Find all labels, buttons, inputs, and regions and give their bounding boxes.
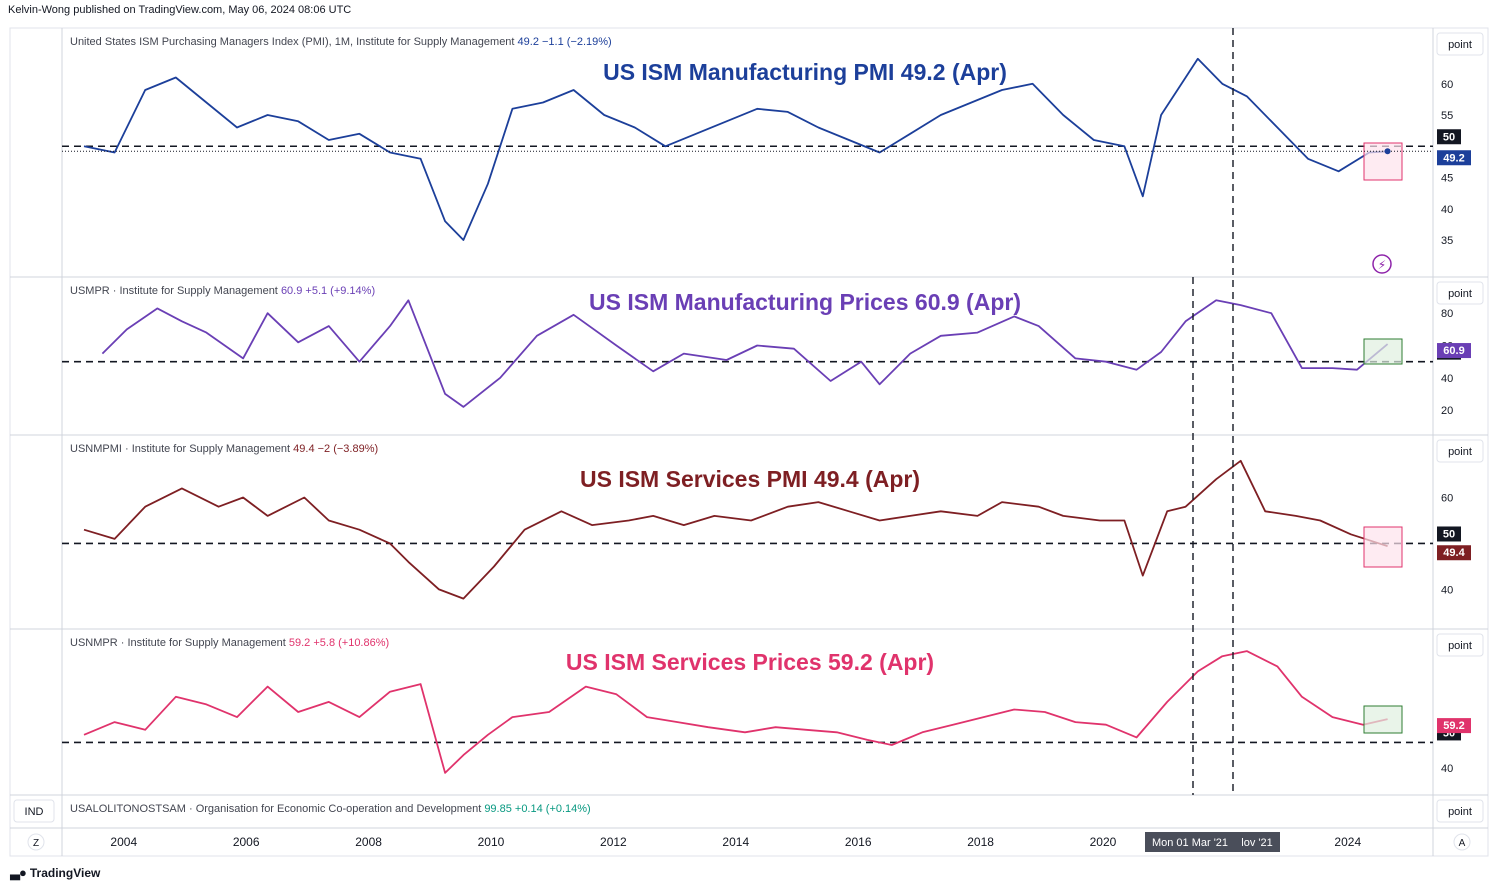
x-tick-label: 2020 [1090, 835, 1117, 849]
cursor-date-label: Mon 01 Mar '21 [1152, 837, 1228, 849]
y-tick-label: 40 [1441, 584, 1453, 596]
last-value-badge [1437, 343, 1471, 359]
series-line[interactable] [83, 57, 1388, 241]
series-line[interactable] [83, 459, 1388, 600]
unit-button[interactable] [1436, 281, 1484, 305]
last-value-label: 59.2 [1443, 720, 1464, 732]
x-tick-label: 2008 [355, 835, 382, 849]
y-tick-label: 55 [1441, 110, 1453, 122]
x-tick-label: 2010 [478, 835, 505, 849]
publisher-line: Kelvin-Wong published on TradingView.com… [8, 4, 352, 16]
ref-value-label: 50 [1443, 528, 1455, 540]
last-value-label: 49.4 [1443, 547, 1465, 559]
brand-footer: ▃● TradingView [10, 865, 100, 881]
series-line[interactable] [83, 650, 1388, 774]
y-tick-label: 45 [1441, 173, 1453, 185]
y-tick-label: 40 [1441, 204, 1453, 216]
series-legend: USNMPMI · Institute for Supply Managemen… [70, 443, 378, 455]
alert-lightning-glyph: ⚡ [1378, 258, 1386, 272]
latest-reading-highlight [1363, 526, 1403, 568]
chart-title: US ISM Services Prices 59.2 (Apr) [566, 649, 934, 675]
x-tick-label: 2016 [845, 835, 872, 849]
last-value-badge [1437, 718, 1471, 734]
last-value-badge [1437, 150, 1471, 166]
latest-reading-highlight [1363, 705, 1403, 734]
x-tick-label: 2006 [233, 835, 260, 849]
ref-value-label: 50 [1443, 131, 1455, 143]
y-tick-label: 60 [1441, 493, 1453, 505]
indicator-button-label[interactable]: IND [25, 806, 44, 818]
last-point-marker [1384, 148, 1391, 155]
tradingview-logo-icon: ▃● [10, 865, 27, 880]
x-tick-label: 2004 [110, 835, 137, 849]
unit-button[interactable] [1436, 32, 1484, 56]
zoom-button-label[interactable]: Z [33, 838, 39, 849]
x-tick-label: 2014 [722, 835, 749, 849]
last-value-badge [1437, 545, 1471, 561]
y-tick-label: 40 [1441, 763, 1453, 775]
chart-title: US ISM Services PMI 49.4 (Apr) [580, 466, 920, 492]
alert-lightning-icon[interactable] [1372, 254, 1392, 274]
y-tick-label: 60 [1441, 79, 1453, 91]
auto-scale-button-label[interactable]: A [1459, 838, 1466, 849]
ref-value-badge [1437, 129, 1461, 145]
unit-button-label[interactable]: point [1448, 39, 1472, 51]
chart-frame [9, 27, 1489, 857]
unit-button[interactable] [1436, 799, 1484, 823]
chart-title: US ISM Manufacturing Prices 60.9 (Apr) [589, 289, 1021, 315]
series-line[interactable] [101, 299, 1389, 408]
cursor-date-label-2: lov '21 [1241, 837, 1272, 849]
series-legend: USMPR · Institute for Supply Management … [70, 285, 375, 297]
x-tick-label: 2012 [600, 835, 627, 849]
y-tick-label: 80 [1441, 308, 1453, 320]
last-value-label: 49.2 [1443, 152, 1464, 164]
latest-reading-highlight [1363, 338, 1403, 365]
last-value-label: 60.9 [1443, 345, 1464, 357]
unit-button-label[interactable]: point [1448, 288, 1472, 300]
unit-button[interactable] [1436, 439, 1484, 463]
latest-reading-highlight [1363, 142, 1403, 181]
series-legend: USALOLITONOSTSAM · Organisation for Econ… [70, 803, 591, 815]
unit-button[interactable] [1436, 633, 1484, 657]
y-tick-label: 40 [1441, 373, 1453, 385]
x-tick-label: 2024 [1334, 835, 1361, 849]
cursor-date-badge-2 [1235, 832, 1280, 852]
auto-scale-button[interactable] [1453, 833, 1471, 851]
series-legend: USNMPR · Institute for Supply Management… [70, 637, 389, 649]
ref-value-badge [1437, 526, 1461, 542]
unit-button-label[interactable]: point [1448, 806, 1472, 818]
chart-title: US ISM Manufacturing PMI 49.2 (Apr) [603, 59, 1007, 85]
unit-button-label[interactable]: point [1448, 640, 1472, 652]
y-tick-label: 35 [1441, 235, 1453, 247]
y-tick-label: 20 [1441, 405, 1453, 417]
zoom-button[interactable] [27, 833, 45, 851]
unit-button-label[interactable]: point [1448, 446, 1472, 458]
cursor-date-badge [1145, 832, 1235, 852]
indicator-button[interactable] [13, 799, 55, 823]
brand-name: TradingView [29, 866, 101, 880]
x-tick-label: 2018 [967, 835, 994, 849]
series-legend: United States ISM Purchasing Managers In… [70, 36, 612, 48]
